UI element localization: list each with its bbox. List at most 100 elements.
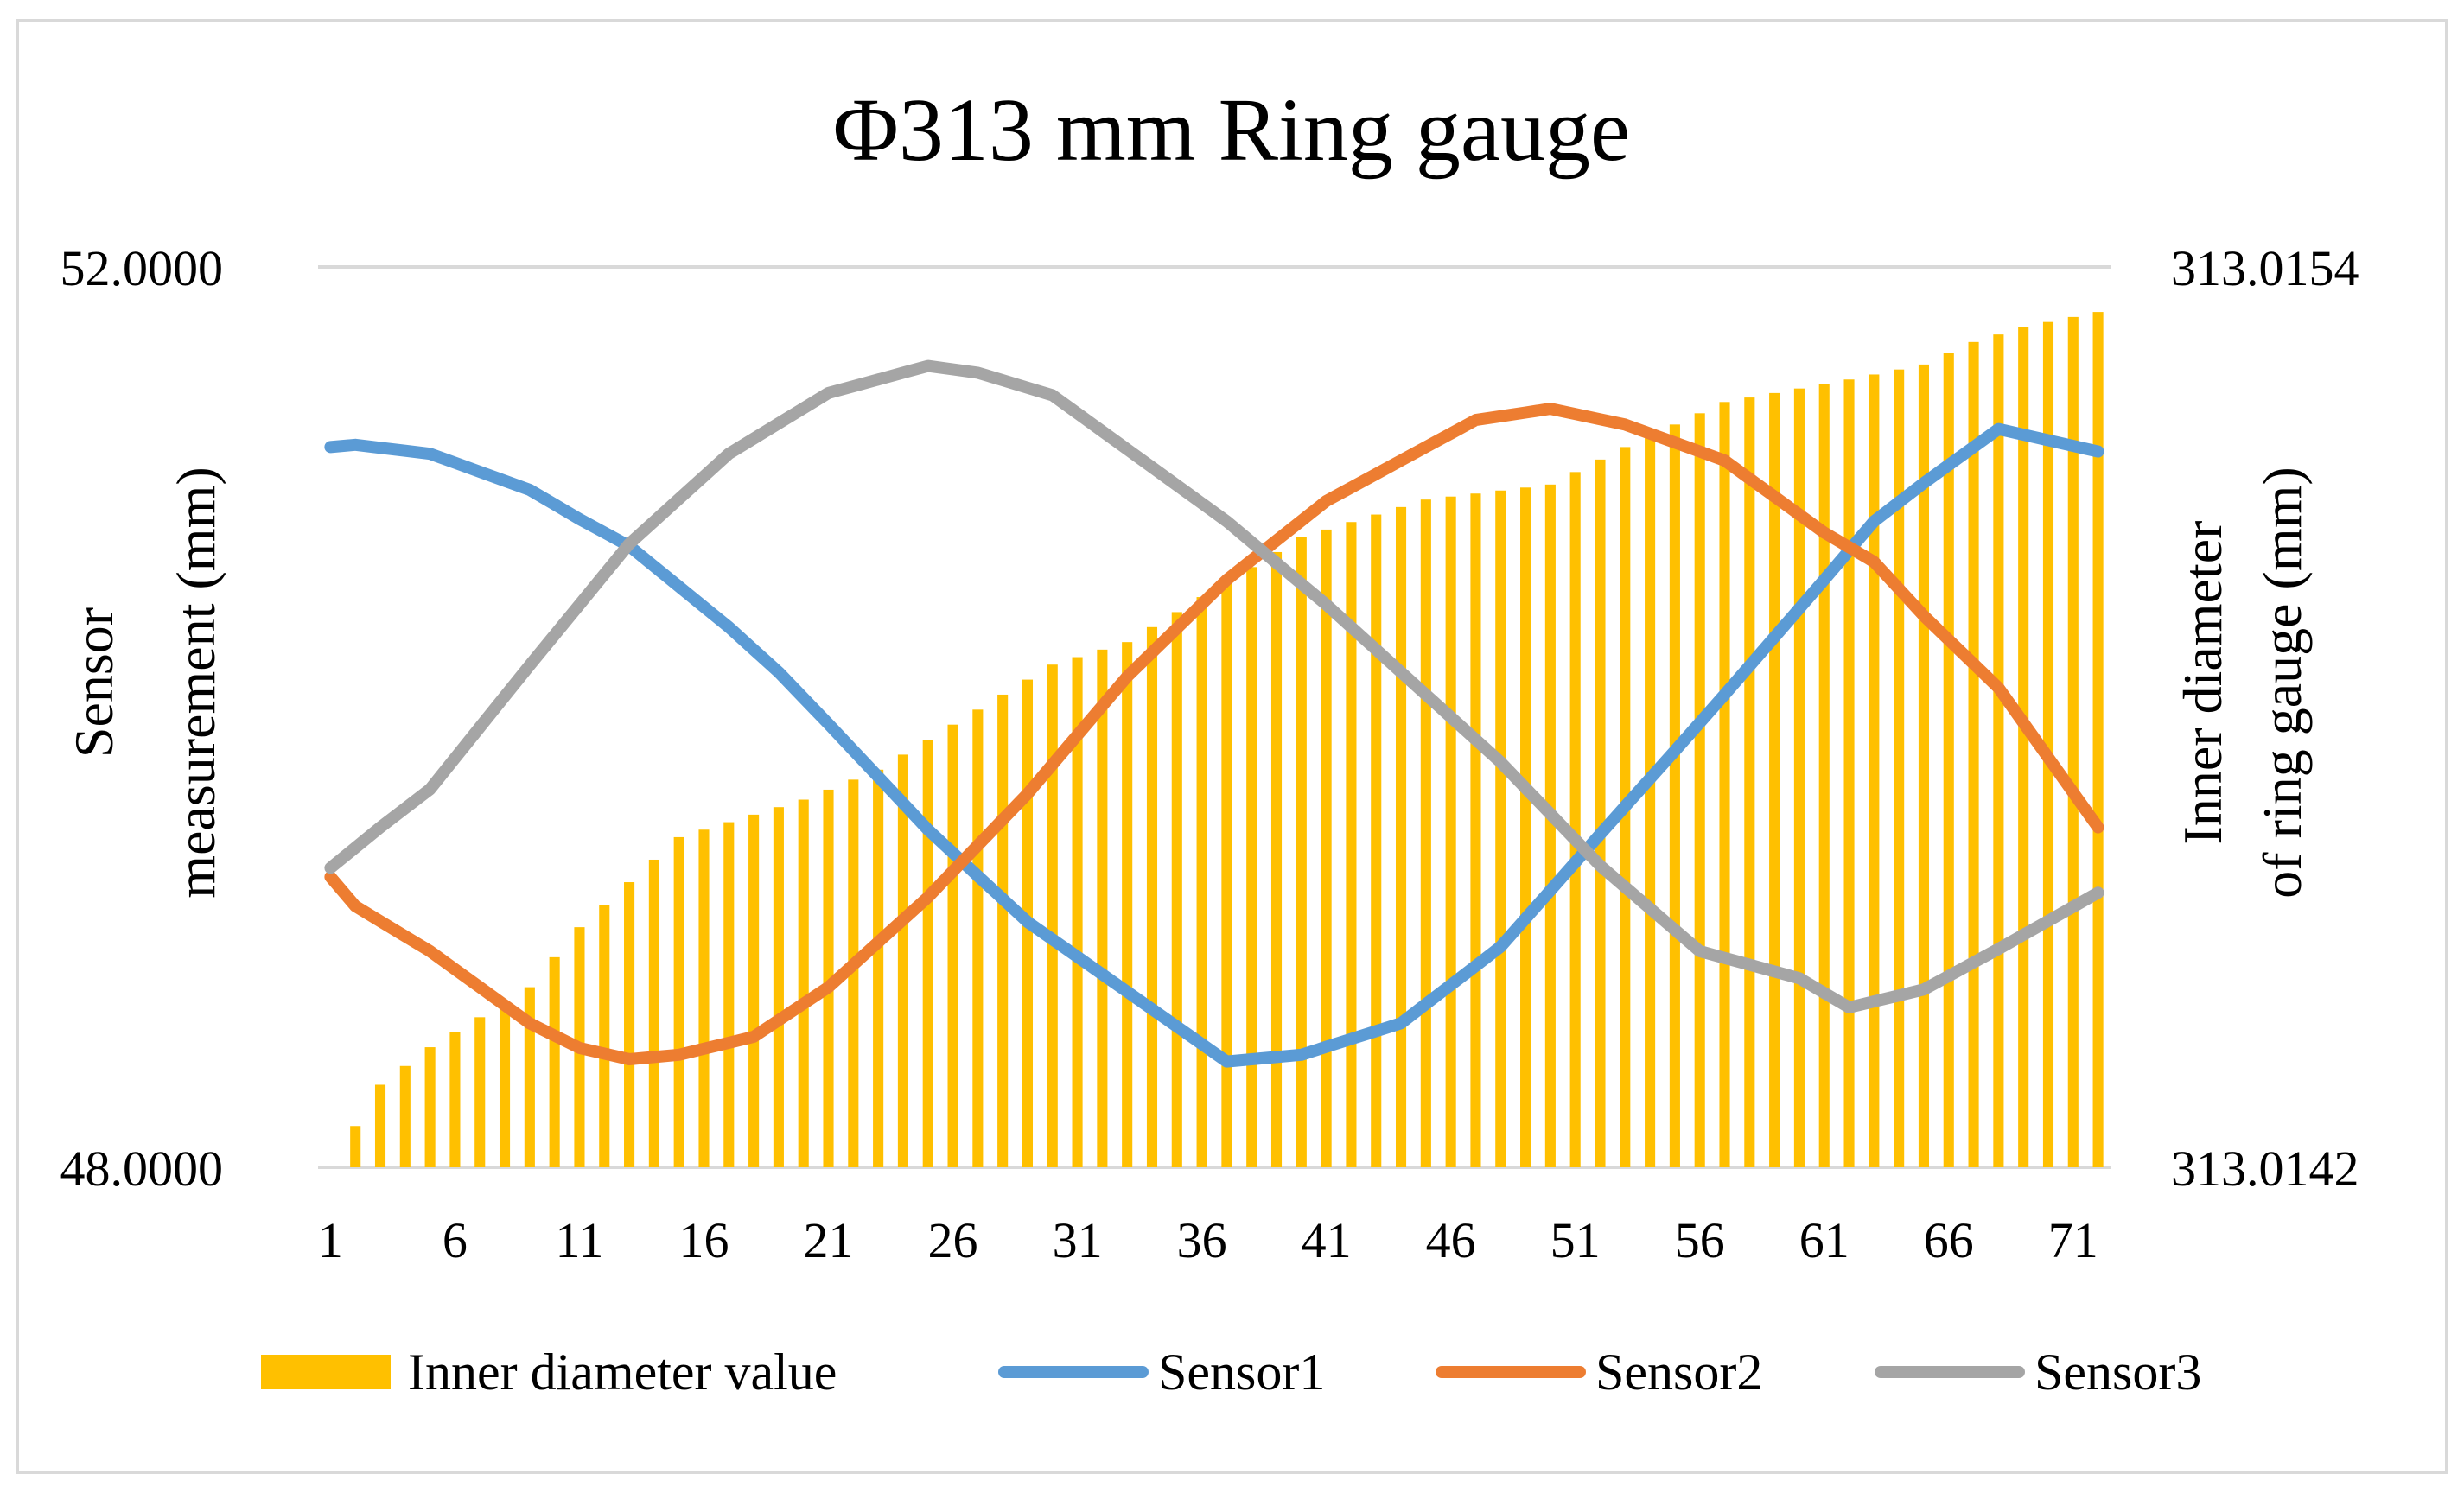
bar	[848, 779, 859, 1167]
bar	[1769, 392, 1780, 1167]
x-tick-labels: 1 6 11 16 21 26 31 36 41 46 51 56 61 66 71	[318, 1212, 2098, 1268]
bar	[2092, 312, 2104, 1168]
chart-title: Φ313 mm Ring gauge	[833, 80, 1630, 180]
bar	[1869, 374, 1880, 1167]
bar	[1918, 364, 1930, 1168]
gridlines	[318, 265, 2111, 1169]
x-tick-label: 71	[2048, 1212, 2098, 1268]
right-axis-title: Inner diameter of ring gauge (mm)	[2172, 467, 2313, 898]
bar	[1818, 384, 1830, 1168]
bar	[1047, 664, 1058, 1167]
left-axis-title: Sensor measurement (mm)	[63, 467, 226, 898]
bar	[1943, 353, 1954, 1167]
bar	[1894, 369, 1905, 1167]
bar	[1520, 487, 1531, 1167]
bar	[1122, 642, 1133, 1167]
bar	[1595, 459, 1606, 1167]
bar	[1645, 435, 1656, 1167]
bar	[1395, 506, 1407, 1167]
bar	[1171, 612, 1182, 1167]
bar	[1321, 529, 1332, 1167]
x-tick-label: 16	[678, 1212, 729, 1268]
bar	[922, 740, 933, 1167]
bar	[1993, 334, 2004, 1167]
bar	[698, 829, 710, 1167]
bar	[648, 859, 659, 1167]
bar	[1146, 626, 1158, 1167]
bar-series	[350, 312, 2104, 1168]
left-axis-min-label: 48.0000	[60, 1140, 224, 1197]
bar	[1544, 484, 1556, 1167]
bar	[1221, 581, 1232, 1167]
x-tick-label: 66	[1924, 1212, 1974, 1268]
line-sensor2	[324, 403, 2104, 1065]
x-tick-label: 46	[1426, 1212, 1476, 1268]
bar	[1669, 424, 1680, 1168]
line-sensor3	[324, 359, 2104, 1013]
bar	[1843, 379, 1855, 1167]
x-tick-label: 36	[1177, 1212, 1227, 1268]
bar	[897, 754, 908, 1167]
bar	[997, 694, 1009, 1167]
bar	[947, 724, 958, 1167]
left-axis-title-line1: Sensor	[63, 607, 124, 758]
bar	[723, 822, 735, 1167]
bar	[972, 709, 984, 1167]
x-tick-label: 31	[1053, 1212, 1103, 1268]
x-tick-label: 61	[1799, 1212, 1850, 1268]
legend-label: Sensor1	[1158, 1344, 1325, 1401]
bar	[1470, 493, 1481, 1167]
bar	[449, 1032, 461, 1167]
bar	[748, 814, 760, 1167]
bar	[2018, 327, 2029, 1167]
x-tick-label: 6	[443, 1212, 468, 1268]
bar	[673, 836, 684, 1167]
bar	[624, 882, 635, 1167]
bar	[1371, 514, 1382, 1167]
bar	[1420, 499, 1431, 1167]
bar	[1495, 490, 1506, 1167]
bar	[524, 987, 535, 1167]
left-axis-max-label: 52.0000	[60, 240, 224, 296]
bar	[499, 1001, 511, 1167]
legend-label: Sensor3	[2034, 1344, 2201, 1401]
bar	[873, 769, 884, 1167]
x-tick-label: 1	[318, 1212, 343, 1268]
line-series	[324, 359, 2104, 1068]
bar	[1744, 397, 1755, 1168]
legend-label: Inner diameter value	[408, 1344, 837, 1401]
bar	[474, 1017, 486, 1167]
bar	[1569, 472, 1581, 1167]
x-tick-label: 56	[1675, 1212, 1725, 1268]
bar	[1270, 551, 1283, 1167]
right-axis-max-label: 313.0154	[2171, 240, 2359, 296]
bar	[424, 1047, 436, 1167]
bar	[374, 1084, 386, 1167]
x-tick-label: 26	[928, 1212, 978, 1268]
bar	[1296, 537, 1307, 1167]
x-tick-label: 41	[1302, 1212, 1352, 1268]
line-sensor1	[324, 422, 2104, 1068]
x-tick-label: 21	[804, 1212, 854, 1268]
bar	[350, 1126, 361, 1167]
legend-swatch-bar	[261, 1355, 391, 1389]
bar	[1445, 496, 1456, 1167]
bar	[2042, 321, 2054, 1168]
bar	[1072, 657, 1083, 1167]
legend-label: Sensor2	[1595, 1344, 1762, 1401]
bar	[1694, 413, 1705, 1167]
bar	[1968, 341, 1979, 1167]
bar	[1097, 649, 1108, 1167]
left-axis-title-line2: measurement (mm)	[165, 467, 226, 898]
bar	[2067, 316, 2079, 1167]
x-tick-label: 11	[556, 1212, 604, 1268]
bar	[399, 1065, 411, 1167]
bar	[798, 799, 809, 1167]
bar	[549, 956, 560, 1167]
bar	[599, 905, 610, 1167]
bar	[1246, 567, 1257, 1167]
bar	[773, 807, 784, 1167]
right-axis-min-label: 313.0142	[2171, 1140, 2359, 1197]
bar	[1196, 597, 1207, 1167]
